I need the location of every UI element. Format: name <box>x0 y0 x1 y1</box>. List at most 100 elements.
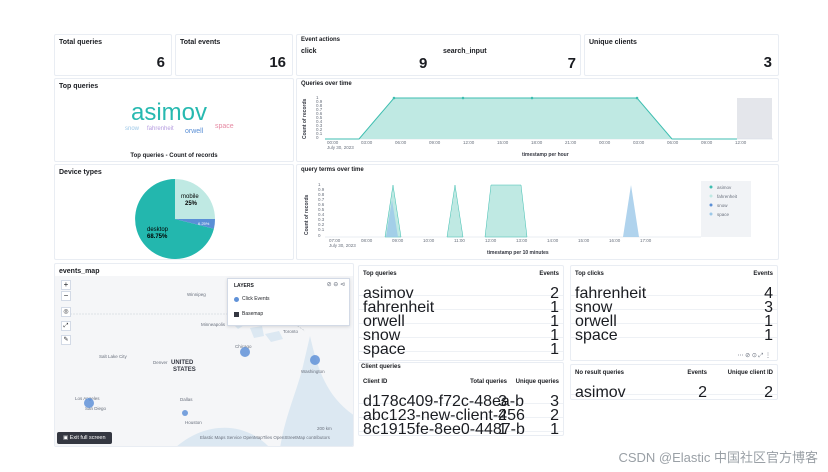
tq-col-events[interactable]: Events <box>539 271 559 277</box>
tq-cell-query: asimov <box>363 285 414 302</box>
qot-point[interactable] <box>461 96 465 100</box>
cq-col-total[interactable]: Total queries <box>470 379 507 385</box>
qot-area[interactable] <box>359 98 672 139</box>
tq-cell-events: 1 <box>550 327 559 344</box>
legend-asimov[interactable]: asimov <box>717 185 732 190</box>
legend-fahrenheit[interactable]: fahrenheit <box>717 194 738 199</box>
layer-click-events-icon <box>234 297 239 302</box>
word-snow[interactable]: snow <box>125 126 140 132</box>
map-point-texas[interactable] <box>182 410 188 416</box>
table-row[interactable]: orwell 1 <box>571 310 777 330</box>
qot-point[interactable] <box>392 96 396 100</box>
qot-xtick: 00:00 <box>327 140 339 145</box>
cq-cell-unique: 3 <box>550 393 559 410</box>
layer-click-events[interactable]: Click Events <box>242 296 270 302</box>
legend-space-swatch <box>709 212 713 216</box>
click-value: 9 <box>419 55 428 72</box>
map-point-chicago[interactable] <box>240 347 250 357</box>
table-row[interactable]: 8c1915fe-8ee0-4487-b 1 1 <box>359 418 563 435</box>
map-point-la[interactable] <box>84 398 94 408</box>
map-label-denver: Denver <box>153 360 168 365</box>
qt-date: July 30, 2023 <box>329 243 356 248</box>
word-space[interactable]: space <box>215 123 234 130</box>
nr-cell-events: 2 <box>698 384 707 400</box>
qt-legend-box <box>701 181 751 237</box>
tq-cell-events: 1 <box>550 313 559 330</box>
qot-xtick: 15:00 <box>497 140 509 145</box>
qot-point[interactable] <box>530 96 534 100</box>
cq-cell-id: d178c409-f72c-48ea-b <box>363 393 525 410</box>
pie-slice-mobile[interactable] <box>175 179 215 219</box>
table-row[interactable]: asimov 2 2 <box>571 381 777 399</box>
qt-spike-space[interactable] <box>623 185 639 237</box>
pie-slice-desktop[interactable] <box>135 179 214 259</box>
cq-col-unique[interactable]: Unique queries <box>515 379 559 385</box>
cq-col-id[interactable]: Client ID <box>363 379 388 385</box>
queries-over-time-panel: Queries over time Count of records 00:00… <box>296 78 779 162</box>
table-row[interactable]: asimov 2 <box>359 282 563 302</box>
total-queries-label: Total queries <box>59 39 103 46</box>
map-label-toronto: Toronto <box>283 329 299 334</box>
exit-fullscreen-button[interactable]: ▣ Exit full screen <box>57 432 112 444</box>
nr-col-unique[interactable]: Unique client ID <box>727 370 773 376</box>
qot-xtick: 18:00 <box>531 140 543 145</box>
tc-panel-toolbar[interactable]: ⋯ ⊘ ⊙ ⤢ ⋮ <box>737 353 771 359</box>
map-label-united: UNITED <box>171 360 194 366</box>
tq-cell-query: space <box>363 341 406 358</box>
nr-col-events[interactable]: Events <box>687 370 707 376</box>
total-events-label: Total events <box>180 39 221 46</box>
map-label-minneapolis: Minneapolis <box>201 322 226 327</box>
table-row[interactable]: fahrenheit 4 <box>571 282 777 302</box>
table-row[interactable]: d178c409-f72c-48ea-b 3 3 <box>359 390 563 410</box>
compass-icon[interactable]: ◎ <box>61 307 71 317</box>
top-queries-cloud-caption: Top queries - Count of records <box>130 153 218 159</box>
tq-cell-query: orwell <box>363 313 405 330</box>
table-row[interactable]: space 1 <box>359 338 563 358</box>
fullscreen-icon[interactable]: ⤢ <box>61 321 71 331</box>
word-orwell[interactable]: orwell <box>185 128 204 135</box>
qot-point[interactable] <box>635 96 639 100</box>
qt-spike-snow[interactable] <box>386 200 398 237</box>
device-types-panel: Device types mobile 25% 6.25% desktop 68… <box>54 164 294 260</box>
table-row[interactable]: orwell 1 <box>359 310 563 330</box>
qt-block-asimov[interactable] <box>484 184 528 238</box>
pie-slice-tablet[interactable] <box>175 219 216 229</box>
query-terms-panel: query terms over time Count of records 0… <box>296 164 779 260</box>
draw-tool-icon[interactable]: ✎ <box>61 335 71 345</box>
table-row[interactable]: space 1 <box>571 324 777 344</box>
legend-snow[interactable]: snow <box>717 203 728 208</box>
tc-col-events[interactable]: Events <box>753 271 773 277</box>
legend-fahrenheit-swatch <box>709 194 713 198</box>
qt-ytick: 0.5 <box>318 207 325 212</box>
word-fahrenheit[interactable]: fahrenheit <box>147 126 174 132</box>
tq-col-query[interactable]: Top queries <box>363 271 397 277</box>
qot-xlabel: timestamp per hour <box>522 152 569 158</box>
qt-xtick: 16:00 <box>609 238 621 243</box>
cq-cell-id: abc123-new-client-456 <box>363 407 525 424</box>
layers-panel: LAYERS ⊘ ⊖ ⊲ Click Events Basemap <box>227 278 350 326</box>
word-asimov[interactable]: asimov <box>131 99 208 126</box>
qt-xtick: 07:00 <box>329 238 341 243</box>
tq-cell-events: 1 <box>550 341 559 358</box>
qot-ytick: 1 <box>316 95 319 100</box>
tc-cell-events: 1 <box>764 327 773 344</box>
tq-cell-events: 1 <box>550 299 559 316</box>
tc-col-query[interactable]: Top clicks <box>575 271 604 277</box>
layers-toolbar-icons[interactable]: ⊘ ⊖ ⊲ <box>326 282 345 288</box>
layer-basemap[interactable]: Basemap <box>242 311 264 317</box>
table-row[interactable]: snow 3 <box>571 296 777 316</box>
nr-cell-unique: 2 <box>764 384 773 400</box>
map-attribution[interactable]: Elastic Maps Service OpenMapTiles OpenSt… <box>200 435 331 440</box>
qt-ytick: 0.3 <box>318 217 325 222</box>
exit-fullscreen-label: Exit full screen <box>69 435 106 441</box>
table-row[interactable]: fahrenheit 1 <box>359 296 563 316</box>
zoom-out-button[interactable]: − <box>61 291 71 301</box>
map-point-east[interactable] <box>310 355 320 365</box>
qt-xtick: 08:00 <box>361 238 373 243</box>
table-row[interactable]: abc123-new-client-456 2 2 <box>359 404 563 424</box>
nr-col-query[interactable]: No result queries <box>575 370 625 376</box>
zoom-in-button[interactable]: + <box>61 280 71 290</box>
table-row[interactable]: snow 1 <box>359 324 563 344</box>
legend-space[interactable]: space <box>717 212 730 217</box>
qt-spike-asimov[interactable] <box>446 184 464 238</box>
